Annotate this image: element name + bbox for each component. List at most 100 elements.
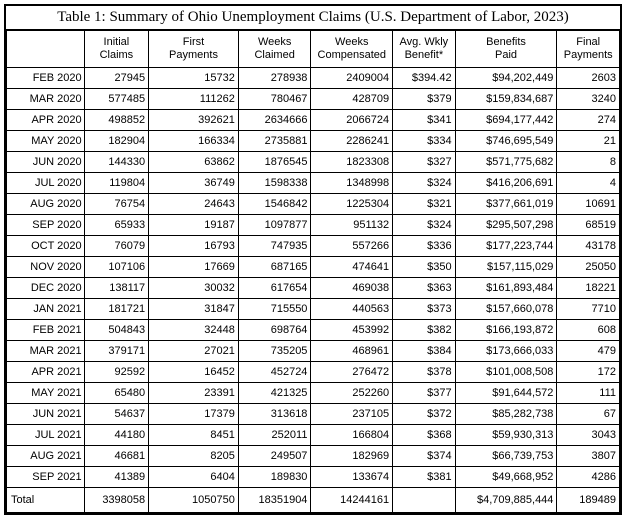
row-label-cell: MAY 2020 (6, 130, 85, 152)
data-cell: $336 (392, 235, 456, 257)
data-cell: 2066724 (310, 109, 394, 131)
data-cell: 63862 (148, 151, 239, 173)
data-cell: 276472 (310, 361, 394, 383)
table-row: OCT 2020 76079 16793 747935 557266 $336 $177,2… (6, 235, 620, 257)
data-cell: 479 (556, 340, 620, 362)
data-cell: 453992 (310, 319, 394, 341)
data-cell: $377,661,019 (454, 193, 558, 215)
data-cell: 144330 (83, 151, 150, 173)
table-row: JUN 2021 54637 17379 313618 237105 $372 $85,28… (6, 403, 620, 425)
data-cell: 182904 (83, 130, 150, 152)
data-cell: 181721 (83, 298, 150, 320)
row-label-cell: DEC 2020 (6, 277, 85, 299)
data-cell: $157,115,029 (454, 256, 558, 278)
data-cell: 237105 (310, 403, 394, 425)
total-label-cell: Total (6, 487, 85, 513)
data-cell: 1097877 (237, 214, 312, 236)
data-cell: 10691 (556, 193, 620, 215)
data-cell: 735205 (237, 340, 312, 362)
data-cell: 2634666 (237, 109, 312, 131)
table-row: FEB 2021 504843 32448 698764 453992 $382 $166,… (6, 319, 620, 341)
data-cell: 68519 (556, 214, 620, 236)
data-cell: 92592 (83, 361, 150, 383)
data-cell: 3240 (556, 88, 620, 110)
row-label-cell: JUN 2021 (6, 403, 85, 425)
data-cell: 133674 (310, 466, 394, 488)
data-cell: $363 (392, 277, 456, 299)
data-cell: $166,193,872 (454, 319, 558, 341)
data-cell: $334 (392, 130, 456, 152)
total-data-cell: 3398058 (83, 487, 150, 513)
data-cell: 17379 (148, 403, 239, 425)
data-cell: 504843 (83, 319, 150, 341)
data-cell: 6404 (148, 466, 239, 488)
table-row: AUG 2021 46681 8205 249507 182969 $374 $66,739… (6, 445, 620, 467)
data-cell: 252260 (310, 382, 394, 404)
data-cell: 278938 (237, 67, 312, 89)
table-row: MAY 2021 65480 23391 421325 252260 $377 $91,64… (6, 382, 620, 404)
data-cell: 8451 (148, 424, 239, 446)
row-label-cell: FEB 2020 (6, 67, 85, 89)
data-cell: $157,660,078 (454, 298, 558, 320)
data-cell: 1823308 (310, 151, 394, 173)
summary-table-container: Table 1: Summary of Ohio Unemployment Cl… (4, 4, 622, 515)
data-cell: 166804 (310, 424, 394, 446)
data-cell: 41389 (83, 466, 150, 488)
data-cell: 67 (556, 403, 620, 425)
data-cell: 4286 (556, 466, 620, 488)
data-cell: $373 (392, 298, 456, 320)
data-cell: 76079 (83, 235, 150, 257)
data-cell: 557266 (310, 235, 394, 257)
table-row: MAR 2021 379171 27021 735205 468961 $384 $173,… (6, 340, 620, 362)
data-cell: $49,668,952 (454, 466, 558, 488)
data-cell: $368 (392, 424, 456, 446)
data-cell: 4 (556, 172, 620, 194)
table-row: JUL 2020 119804 36749 1598338 1348998 $324 $41… (6, 172, 620, 194)
table-row: JUL 2021 44180 8451 252011 166804 $368 $59,930… (6, 424, 620, 446)
column-header: Final Payments (556, 30, 620, 68)
data-cell: $372 (392, 403, 456, 425)
data-cell: 951132 (310, 214, 394, 236)
data-cell: $173,666,033 (454, 340, 558, 362)
data-cell: $746,695,549 (454, 130, 558, 152)
column-header: Weeks Compensated (310, 30, 394, 68)
data-cell: $327 (392, 151, 456, 173)
data-cell: 440563 (310, 298, 394, 320)
table-title: Table 1: Summary of Ohio Unemployment Cl… (6, 6, 620, 30)
row-label-cell: APR 2020 (6, 109, 85, 131)
data-cell: 687165 (237, 256, 312, 278)
column-header: First Payments (148, 30, 239, 68)
data-cell: $324 (392, 214, 456, 236)
data-cell: 107106 (83, 256, 150, 278)
data-cell: $694,177,442 (454, 109, 558, 131)
data-cell: $379 (392, 88, 456, 110)
data-cell: $350 (392, 256, 456, 278)
data-cell: $321 (392, 193, 456, 215)
data-cell: $416,206,691 (454, 172, 558, 194)
data-cell: $94,202,449 (454, 67, 558, 89)
data-cell: 474641 (310, 256, 394, 278)
table-row: FEB 2020 27945 15732 278938 2409004 $394.42 $9… (6, 67, 620, 89)
data-cell: 780467 (237, 88, 312, 110)
data-cell: $374 (392, 445, 456, 467)
row-label-cell: JUL 2021 (6, 424, 85, 446)
row-label-header (6, 30, 85, 68)
data-cell: 182969 (310, 445, 394, 467)
table-row: APR 2021 92592 16452 452724 276472 $378 $101,0… (6, 361, 620, 383)
row-label-cell: APR 2021 (6, 361, 85, 383)
data-cell: 43178 (556, 235, 620, 257)
data-cell: 392621 (148, 109, 239, 131)
data-cell: 166334 (148, 130, 239, 152)
data-cell: 274 (556, 109, 620, 131)
data-cell: 1598338 (237, 172, 312, 194)
data-cell: 27945 (83, 67, 150, 89)
data-cell: 249507 (237, 445, 312, 467)
data-cell: 16793 (148, 235, 239, 257)
row-label-cell: NOV 2020 (6, 256, 85, 278)
data-cell: $101,008,508 (454, 361, 558, 383)
data-cell: 469038 (310, 277, 394, 299)
data-cell: 498852 (83, 109, 150, 131)
data-cell: $381 (392, 466, 456, 488)
table-row: DEC 2020 138117 30032 617654 469038 $363 $161,… (6, 277, 620, 299)
row-label-cell: AUG 2021 (6, 445, 85, 467)
